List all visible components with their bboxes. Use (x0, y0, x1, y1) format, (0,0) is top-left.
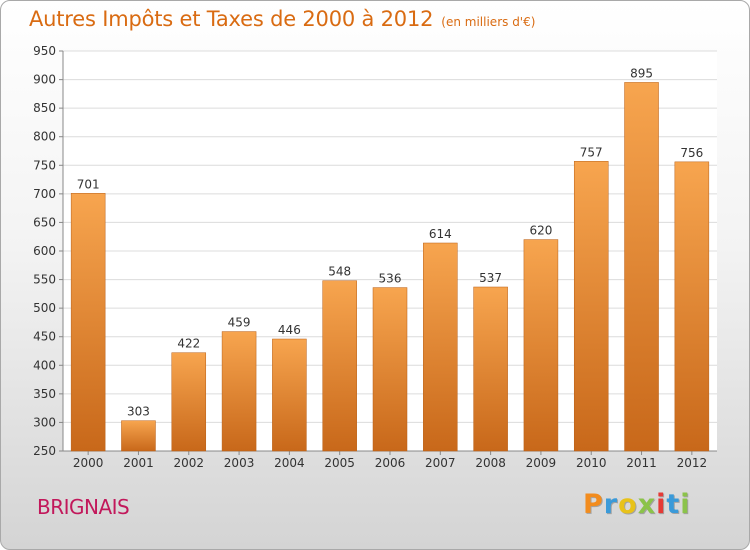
y-tick-label: 450 (33, 330, 56, 344)
brand-letter: P (583, 489, 604, 520)
x-tick-label-2005: 2005 (324, 456, 355, 470)
value-label-2004: 446 (278, 323, 301, 337)
labels: 250 300 350 400 450 500 550 600 650 700 750 800 850 9… (33, 44, 707, 470)
y-tick-label: 300 (33, 415, 56, 429)
x-tick-label-2000: 2000 (73, 456, 104, 470)
value-label-2011: 895 (630, 66, 653, 80)
y-tick-label: 400 (33, 358, 56, 372)
bar-2000 (70, 193, 106, 452)
bar-2004 (272, 338, 307, 452)
bar-2010 (573, 161, 609, 452)
x-tick-label-2009: 2009 (526, 456, 557, 470)
value-label-2007: 614 (429, 227, 452, 241)
value-label-2000: 701 (77, 177, 100, 191)
x-tick-label-2007: 2007 (425, 456, 456, 470)
y-tick-label: 750 (33, 158, 56, 172)
brand-letter: x (637, 489, 657, 520)
x-tick-label-2006: 2006 (375, 456, 406, 470)
bar-2011 (624, 82, 659, 452)
value-label-2002: 422 (177, 337, 200, 351)
value-label-2012: 756 (680, 146, 703, 160)
bars (70, 82, 710, 452)
x-tick-label-2010: 2010 (576, 456, 607, 470)
chart-title-block: Autres Impôts et Taxes de 2000 à 2012 (en… (29, 7, 535, 31)
y-tick-label: 900 (33, 73, 56, 87)
city-label: BRIGNAIS (37, 495, 130, 519)
x-tick-label-2011: 2011 (626, 456, 657, 470)
x-tick-label-2003: 2003 (224, 456, 255, 470)
chart-subtitle: (en milliers d'€) (441, 15, 536, 29)
x-tick-label-2012: 2012 (677, 456, 708, 470)
bar-2012 (674, 161, 710, 452)
brand-letter: r (603, 489, 619, 520)
x-tick-label-2008: 2008 (475, 456, 506, 470)
y-tick-label: 550 (33, 273, 56, 287)
y-tick-label: 950 (33, 44, 56, 58)
value-label-2001: 303 (127, 405, 150, 419)
y-tick-label: 350 (33, 387, 56, 401)
bar-2009 (523, 239, 559, 452)
value-label-2010: 757 (580, 145, 603, 159)
y-tick-label: 250 (33, 444, 56, 458)
y-tick-label: 600 (33, 244, 56, 258)
brand-letter: t (666, 489, 681, 520)
bar-2002 (171, 352, 207, 452)
value-label-2003: 459 (228, 316, 251, 330)
value-label-2006: 536 (379, 272, 402, 286)
bar-2006 (372, 287, 408, 452)
x-tick-label-2001: 2001 (123, 456, 154, 470)
bar-2005 (322, 280, 357, 452)
brand-letter: o (618, 489, 638, 520)
y-tick-label: 650 (33, 215, 56, 229)
x-tick-label-2004: 2004 (274, 456, 305, 470)
value-label-2005: 548 (328, 265, 351, 279)
y-tick-label: 800 (33, 130, 56, 144)
x-tick-label-2002: 2002 (173, 456, 204, 470)
brand-letter: i (680, 489, 691, 520)
chart-title: Autres Impôts et Taxes de 2000 à 2012 (29, 7, 434, 31)
bar-2008 (473, 286, 508, 452)
y-tick-label: 850 (33, 101, 56, 115)
bar-2003 (221, 331, 257, 452)
y-tick-label: 700 (33, 187, 56, 201)
value-label-2009: 620 (529, 224, 552, 238)
y-tick-label: 500 (33, 301, 56, 315)
brand-letter: i (656, 489, 667, 520)
bar-2007 (423, 242, 458, 452)
value-label-2008: 537 (479, 271, 502, 285)
bar-2001 (121, 420, 156, 452)
brand-logo: Proxiti (583, 489, 691, 520)
